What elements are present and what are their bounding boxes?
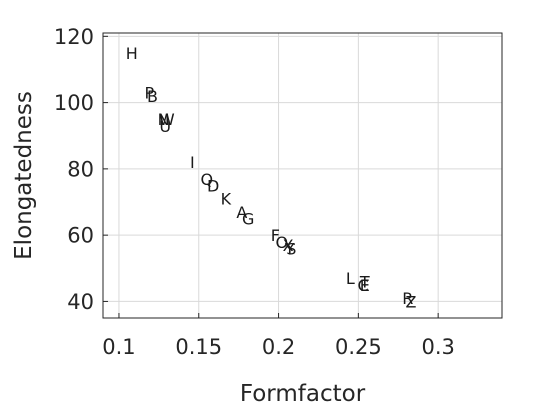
y-tick-label: 80 [67,157,94,181]
point-label-w: W [159,110,175,129]
y-tick-label: 40 [67,290,94,314]
point-label-i: I [190,153,195,172]
y-tick-labels: 40 60 80 100 120 [54,25,94,314]
point-label-b: B [147,87,158,106]
point-label-n: N [158,110,170,129]
point-label-p: P [144,84,154,103]
point-label-k: K [221,190,232,209]
point-label-h: H [126,44,138,63]
point-label-c: C [358,276,369,295]
y-tick-label: 100 [54,91,94,115]
x-tick-label: 0.25 [335,335,382,359]
point-label-z: Z [406,292,417,311]
x-tick-label: 0.15 [175,335,222,359]
point-label-t: T [359,273,370,292]
point-label-u: U [159,117,171,136]
point-label-o: O [275,233,288,252]
x-tick-label: 0.2 [262,335,295,359]
point-label-a: A [236,203,247,222]
x-tick-label: 0.1 [102,335,135,359]
x-tick-label: 0.3 [421,335,454,359]
point-label-y: Y [284,239,295,258]
grid [103,33,502,318]
point-label-s: S [286,239,296,258]
x-tick-labels: 0.1 0.15 0.2 0.25 0.3 [102,335,455,359]
axis-ticks [103,35,439,318]
point-label-f: F [271,226,280,245]
x-axis-label: Formfactor [240,381,366,407]
point-label-x: X [283,236,294,255]
y-axis-label: Elongatedness [11,91,37,260]
y-tick-label: 60 [67,224,94,248]
plot-frame [102,32,503,319]
point-label-e: E [360,276,370,295]
point-label-q: Q [200,170,213,189]
y-tick-label: 120 [54,25,94,49]
point-label-r: R [402,289,413,308]
point-label-g: G [242,210,254,229]
point-label-d: D [207,176,219,195]
point-label-l: L [346,269,355,288]
